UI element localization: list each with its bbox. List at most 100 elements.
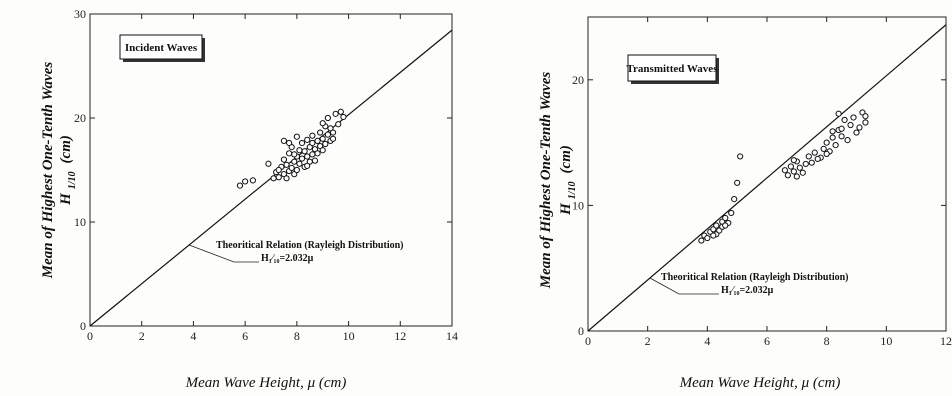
data-point [317,129,324,136]
x-tick-label: 12 [940,334,952,348]
data-point [286,139,293,147]
x-axis-label: Mean Wave Height, μ (cm) [185,375,347,391]
annotation-label: Theoritical Relation (Rayleigh Distribut… [661,272,849,283]
y-tick-label: 10 [572,198,584,212]
data-point [781,167,789,174]
annotation-label: Theoritical Relation (Rayleigh Distribut… [216,240,404,251]
data-point [301,148,308,155]
data-point [814,155,821,163]
data-point [784,172,791,179]
data-point [293,166,300,174]
data-point [710,232,717,239]
data-point [698,237,705,244]
data-point [236,182,244,189]
data-point [304,153,311,160]
data-point [808,159,815,166]
data-point [829,128,836,135]
data-point [270,175,277,182]
data-point [322,140,329,148]
x-tick-label: 6 [764,334,770,348]
data-point [283,161,290,168]
data-point [811,149,818,156]
data-point [793,173,800,180]
data-point [298,155,306,162]
transmitted-waves-chart: 0 2 4 6 8 10 12 0 10 20 Transmitted Waves Theoritic… [538,16,952,391]
data-point [841,116,848,124]
data-point [337,108,344,115]
data-point [340,113,347,121]
data-point [283,175,290,182]
data-point [853,129,860,136]
data-point [838,125,845,132]
data-point [796,164,803,171]
y-axis-unit: (cm) [58,135,74,163]
data-point [296,147,303,154]
data-point [844,136,851,144]
x-tick-label: 10 [880,334,892,348]
data-point [799,169,806,176]
y-axis-subscript: 1/10 [67,171,78,189]
data-point [291,151,298,158]
y-tick-label: 30 [74,7,86,21]
data-point [329,135,337,142]
y-axis-label: Mean of Highest One-Tenth Waves [538,72,554,290]
data-point [319,147,326,154]
data-point [296,160,303,167]
annotation-leader [649,277,719,295]
data-point [319,120,326,127]
data-point [319,135,326,142]
data-point [298,139,306,147]
data-point [820,145,827,152]
legend-box-label: Transmitted Waves [627,63,719,75]
data-point [790,168,797,175]
y-tick-label: 20 [572,73,584,87]
data-point [332,110,339,117]
data-point [862,113,869,120]
data-point [847,121,854,129]
data-point [324,131,331,138]
y-axis-symbol: H 1/10 (cm) [558,145,578,216]
data-point [309,151,316,158]
data-point [823,139,830,146]
legend-box [627,54,717,82]
y-axis-label: Mean of Highest One-Tenth Waves [40,62,56,280]
data-point [288,164,295,172]
data-point [335,121,342,128]
data-point [704,234,711,242]
data-point [314,137,321,144]
data-point [280,156,288,163]
data-point [309,139,316,147]
data-point [293,133,300,140]
data-point [291,158,298,165]
y-axis-unit: (cm) [558,145,574,173]
data-point [862,119,869,126]
data-point [802,160,809,168]
data-point [832,142,839,149]
data-point [280,137,288,144]
y-tick-label: 20 [74,111,86,125]
data-point [722,222,729,229]
data-point [275,166,282,174]
x-tick-label: 0 [87,329,93,343]
data-point [838,133,845,140]
x-tick-label: 14 [446,329,458,343]
data-point [787,163,794,170]
x-tick-label: 4 [704,334,710,348]
data-point [805,153,812,160]
data-point [713,222,720,229]
data-point [309,132,316,139]
data-point [275,174,282,181]
data-point [265,160,272,167]
x-tick-label: 6 [242,329,248,343]
theoretical-line [587,24,947,332]
data-point [304,136,311,143]
data-point [242,178,249,185]
x-tick-label: 2 [645,334,651,348]
incident-waves-chart: 0 2 4 6 8 10 12 14 0 10 20 30 Incident Waves Theoriti… [40,7,458,391]
data-point [722,214,729,222]
x-axis-label: Mean Wave Height, μ (cm) [679,375,841,391]
data-point [314,150,321,157]
y-axis-symbol-h: H [558,202,574,216]
data-point [731,196,738,203]
